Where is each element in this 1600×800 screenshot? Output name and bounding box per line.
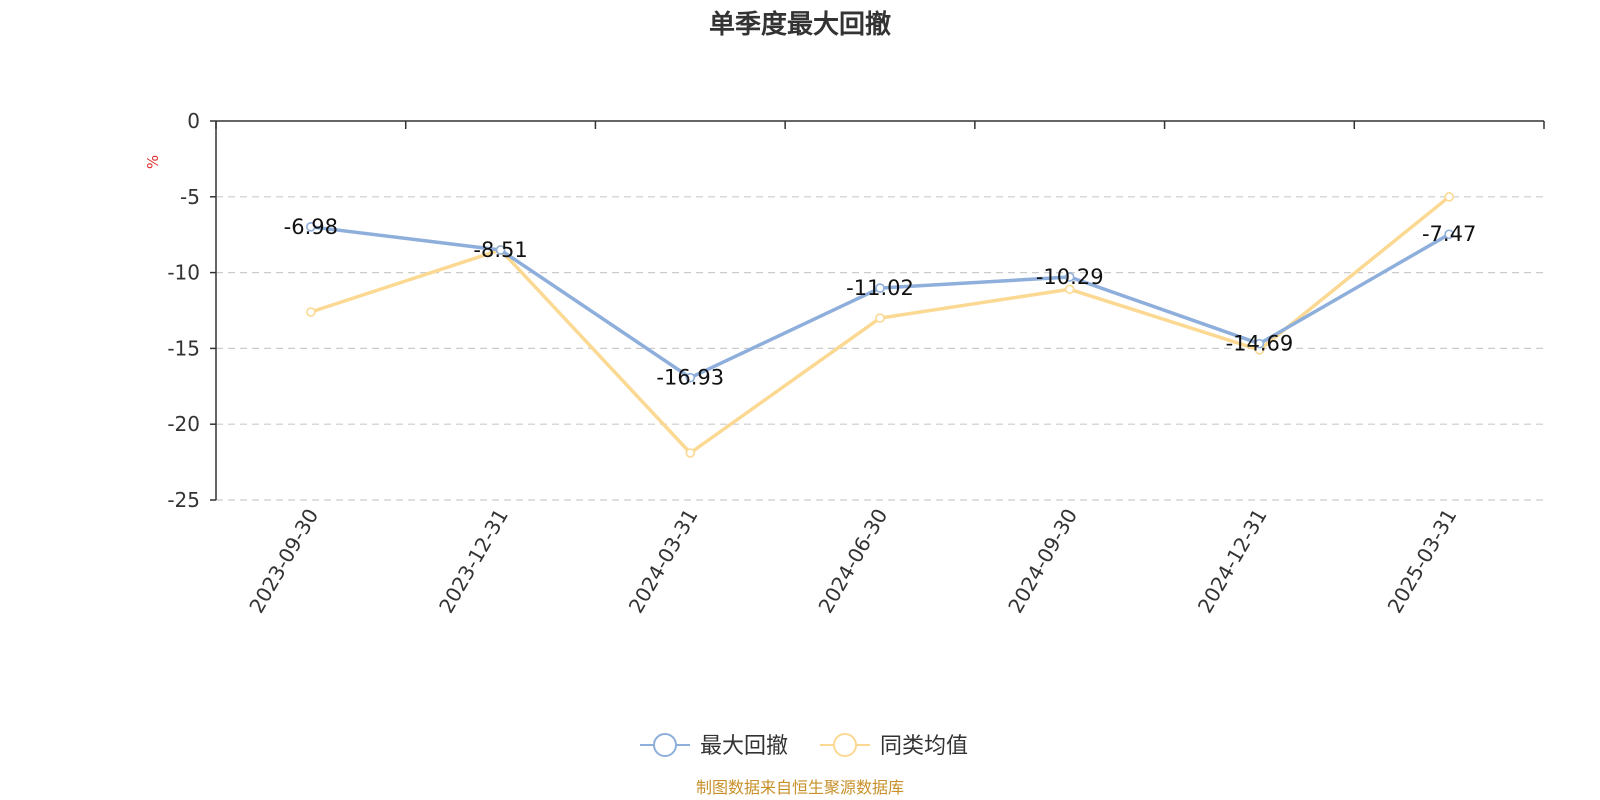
data-labels: -6.98 -8.51 -16.93 -11.02 -10.29 -14.69 -7.47 [284, 215, 1477, 390]
data-label: -10.29 [1036, 265, 1104, 289]
data-label: -6.98 [284, 215, 338, 239]
data-label: -11.02 [846, 276, 914, 300]
data-point [875, 283, 885, 293]
legend-item: 同类均值 [820, 733, 968, 759]
data-point [1444, 192, 1454, 202]
legend-label: 最大回撤 [700, 734, 788, 759]
data-label: -14.69 [1226, 332, 1294, 356]
data-point [685, 372, 696, 383]
data-point [875, 313, 885, 323]
x-tick-label: 2024-06-30 [813, 505, 892, 618]
x-tick-label: 2025-03-31 [1383, 505, 1462, 618]
data-points [306, 192, 1454, 458]
legend-marker [653, 733, 677, 757]
y-tick-label: -20 [167, 412, 200, 436]
data-point [1064, 272, 1075, 282]
y-tick-label: -5 [180, 185, 200, 209]
data-label: -8.51 [473, 238, 527, 262]
x-tick-label: 2024-12-31 [1193, 505, 1272, 618]
data-point [1444, 229, 1454, 240]
x-tick-label: 2023-09-30 [244, 505, 323, 618]
x-tick-label: 2023-12-31 [434, 504, 513, 617]
data-label: -16.93 [656, 366, 724, 390]
data-label: -7.47 [1422, 222, 1476, 246]
data-point [306, 222, 316, 232]
y-tick-label: -10 [167, 261, 200, 285]
legend-label: 同类均值 [880, 734, 968, 759]
source-note: 制图数据来自恒生聚源数据库 [696, 778, 904, 797]
legend: 最大回撤 同类均值 [640, 733, 968, 759]
grid-lines [216, 196, 1544, 501]
x-tick-label: 2024-03-31 [624, 505, 703, 618]
data-point [1254, 338, 1265, 349]
data-point [1064, 284, 1075, 295]
y-tick-label: -15 [167, 336, 200, 360]
chart-title: 单季度最大回撤 [709, 9, 891, 40]
data-point [495, 245, 506, 255]
y-tick-label: 0 [187, 109, 200, 133]
axes: 0 -5 -10 -15 -20 -25 2023-09-30 2023-12-31 2024-… [167, 109, 1545, 618]
series-lines [309, 195, 1451, 455]
x-tick-label: 2024-09-30 [1003, 505, 1082, 618]
y-axis-unit-label: % [144, 155, 162, 169]
y-tick-label: -25 [167, 488, 200, 512]
legend-item: 最大回撤 [640, 733, 788, 759]
series-line [309, 195, 1451, 455]
data-point [685, 448, 696, 458]
data-point [306, 307, 316, 317]
legend-marker [833, 733, 857, 757]
